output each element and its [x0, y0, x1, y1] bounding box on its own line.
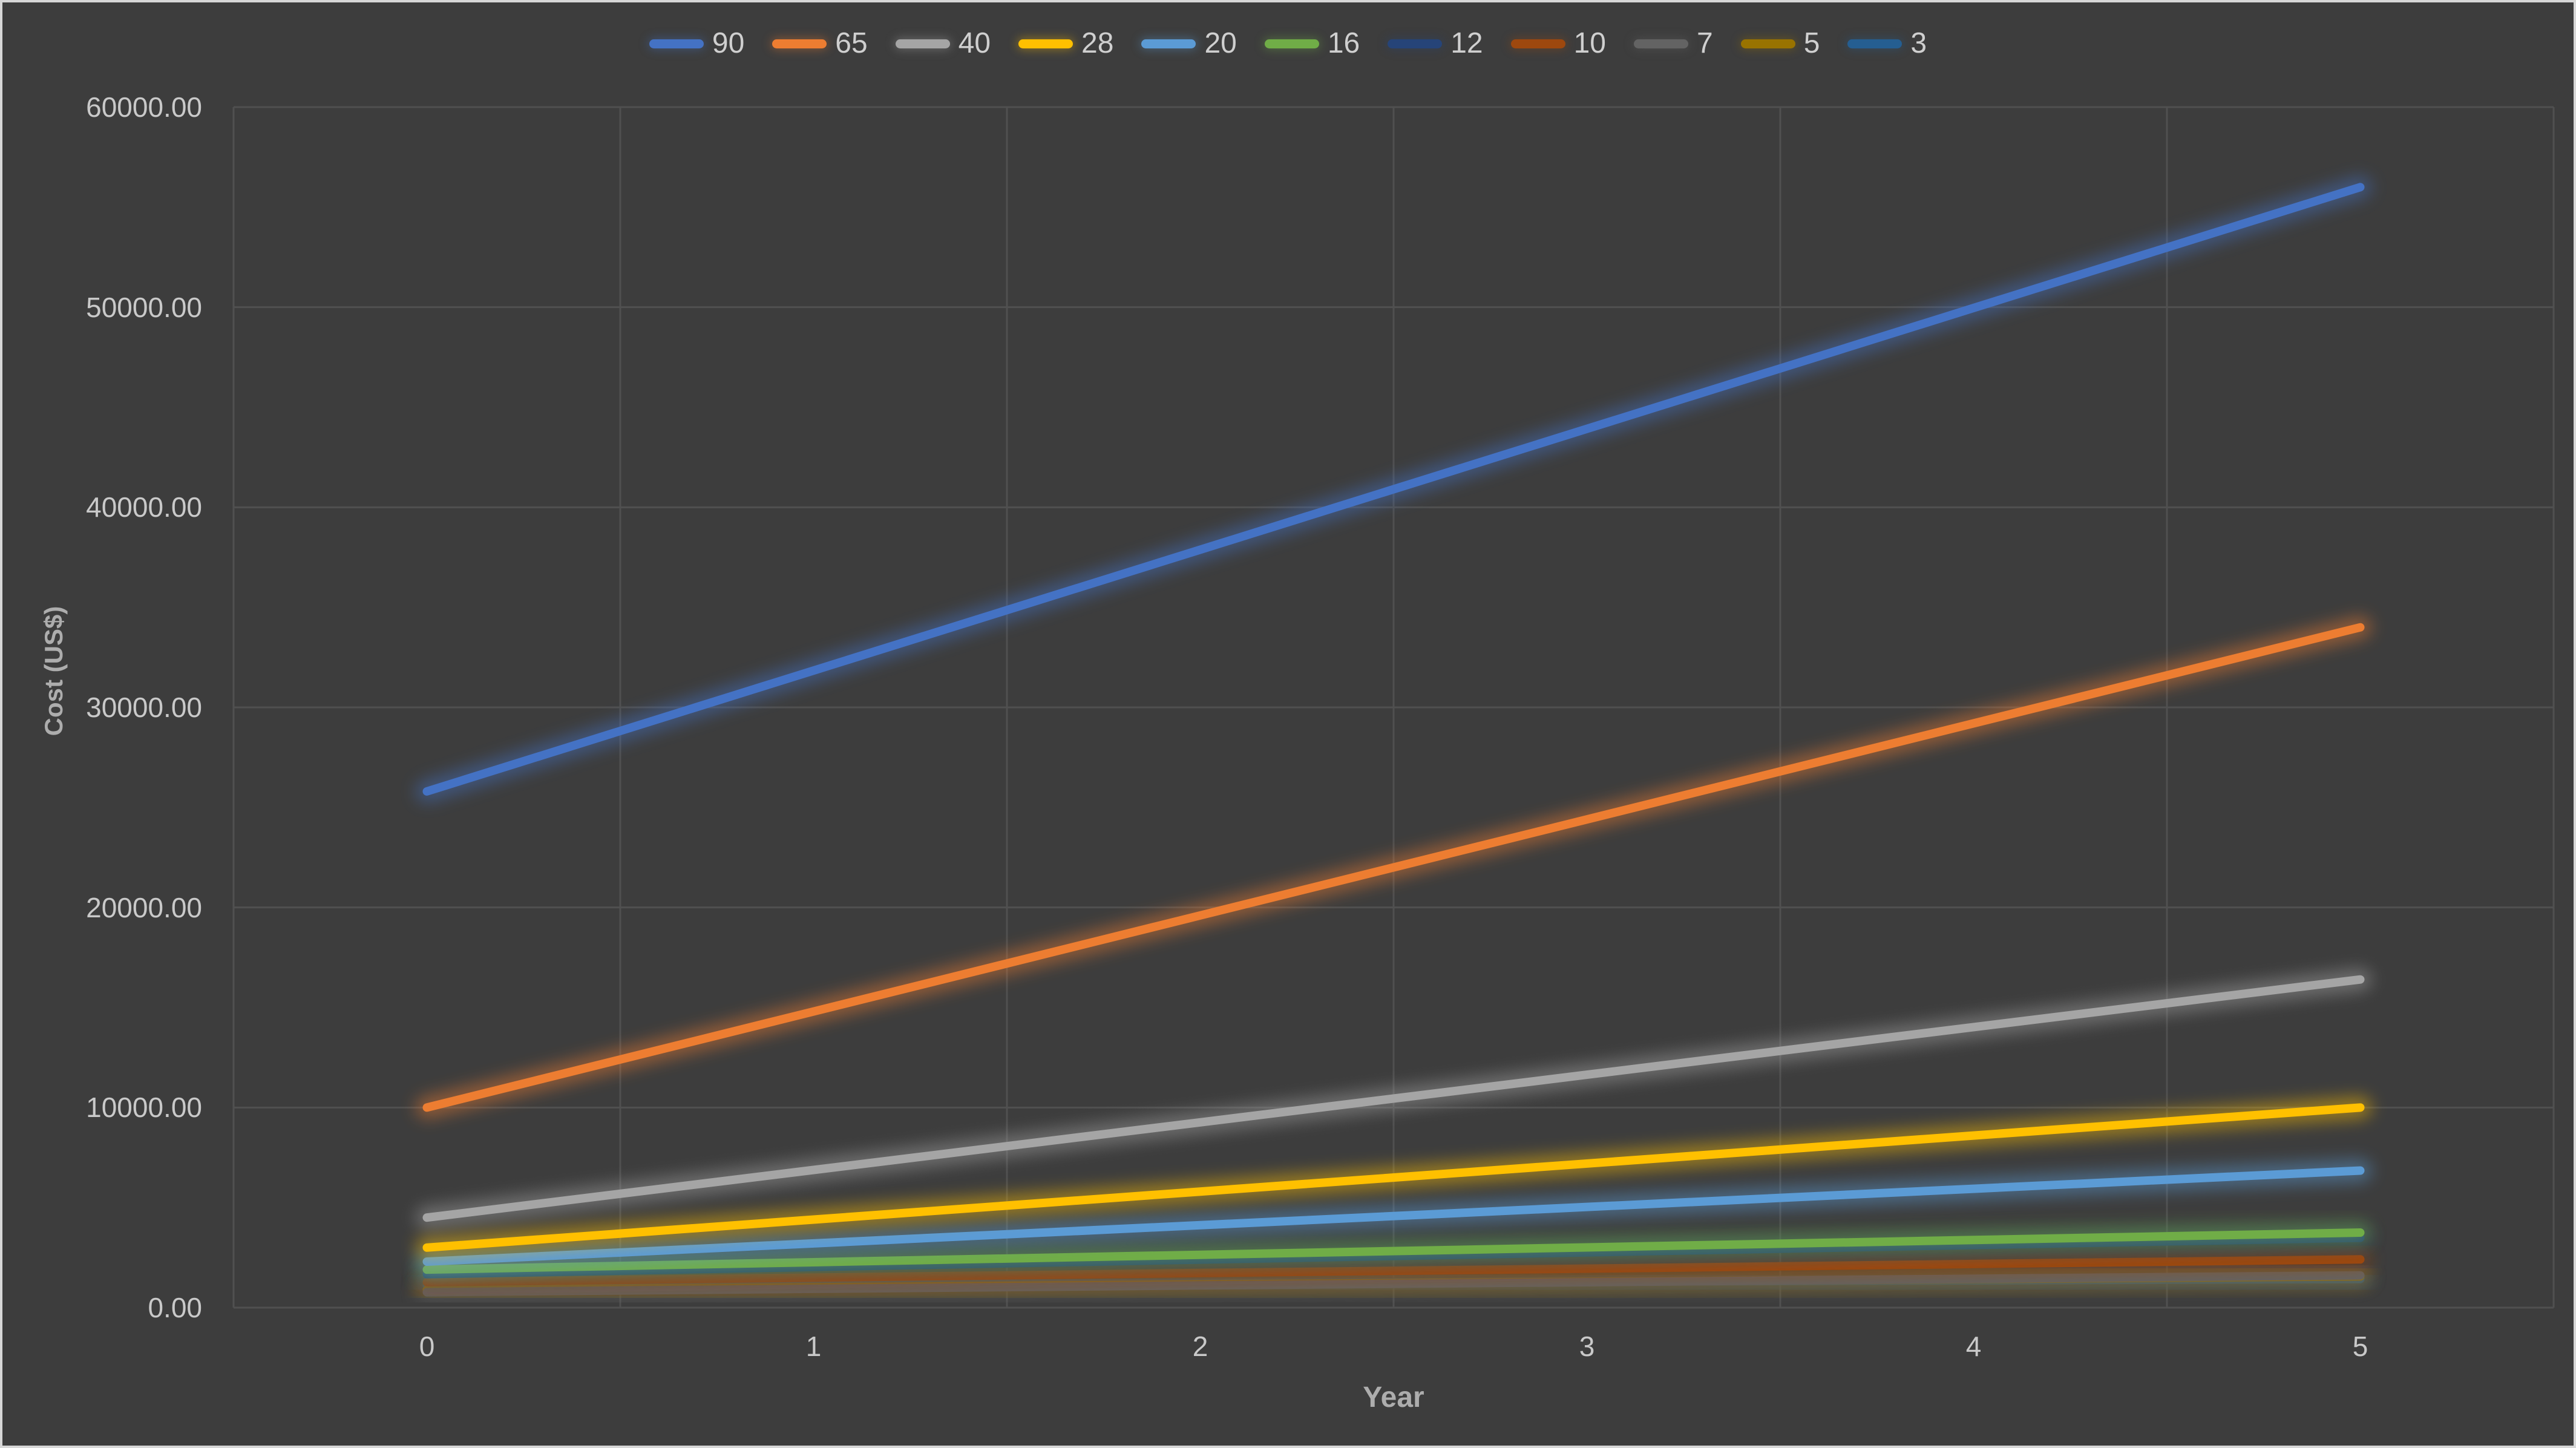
series-line-65[interactable] — [422, 623, 2365, 1112]
legend-item-12[interactable]: 12 — [1388, 29, 1483, 58]
legend-item-5[interactable]: 5 — [1740, 27, 1820, 59]
legend-swatch-16 — [1264, 39, 1319, 48]
legend-label: 28 — [1081, 27, 1114, 59]
legend-swatch-90 — [649, 39, 704, 48]
chart-legend: 90 65 40 28 20 16 12 10 7 5 3 — [2, 29, 2574, 58]
y-tick-label: 20000.00 — [86, 891, 202, 923]
legend-item-90[interactable]: 90 — [649, 29, 744, 58]
series-line-28[interactable] — [422, 1103, 2365, 1252]
legend-item-3[interactable]: 3 — [1847, 29, 1927, 58]
y-tick-label: 40000.00 — [86, 491, 202, 523]
legend-label: 3 — [1910, 27, 1927, 59]
series-line-20[interactable] — [422, 1166, 2365, 1266]
legend-item-65[interactable]: 65 — [772, 27, 868, 59]
y-axis-title: Cost (US$) — [39, 606, 68, 736]
y-tick-label: 10000.00 — [86, 1092, 202, 1124]
x-axis-title: Year — [1363, 1381, 1424, 1414]
legend-label: 16 — [1327, 27, 1360, 59]
series-line-16[interactable] — [422, 1228, 2365, 1274]
legend-label: 20 — [1204, 27, 1237, 59]
legend-swatch-5 — [1740, 39, 1795, 48]
legend-swatch-12 — [1388, 39, 1443, 48]
legend-swatch-40 — [895, 39, 950, 48]
series-line-40[interactable] — [422, 975, 2365, 1222]
x-tick-label: 5 — [2352, 1331, 2368, 1362]
legend-swatch-65 — [772, 39, 827, 48]
legend-swatch-3 — [1847, 39, 1903, 48]
legend-label: 12 — [1450, 27, 1483, 59]
legend-label: 5 — [1803, 27, 1820, 59]
legend-item-10[interactable]: 10 — [1510, 27, 1606, 59]
x-tick-label: 1 — [805, 1331, 822, 1362]
legend-label: 10 — [1573, 27, 1606, 59]
legend-label: 40 — [958, 27, 991, 59]
x-tick-label: 0 — [419, 1331, 435, 1362]
y-tick-label: 30000.00 — [86, 692, 202, 723]
legend-label: 90 — [712, 27, 745, 59]
series-line-90[interactable] — [422, 183, 2365, 796]
x-tick-label: 3 — [1579, 1331, 1595, 1362]
legend-label: 7 — [1697, 27, 1713, 59]
legend-swatch-28 — [1018, 39, 1073, 48]
legend-swatch-10 — [1510, 39, 1565, 48]
x-tick-label: 4 — [1965, 1331, 1982, 1362]
legend-item-40[interactable]: 40 — [895, 27, 991, 59]
legend-label: 65 — [835, 27, 868, 59]
legend-item-28[interactable]: 28 — [1018, 29, 1113, 58]
legend-item-16[interactable]: 16 — [1264, 27, 1360, 59]
y-tick-label: 0.00 — [148, 1292, 202, 1323]
legend-item-20[interactable]: 20 — [1141, 27, 1237, 59]
legend-swatch-20 — [1141, 39, 1196, 48]
x-tick-label: 2 — [1192, 1331, 1208, 1362]
y-tick-label: 50000.00 — [86, 291, 202, 323]
legend-swatch-7 — [1634, 39, 1688, 48]
legend-item-7[interactable]: 7 — [1634, 29, 1713, 58]
y-tick-label: 60000.00 — [86, 91, 202, 123]
